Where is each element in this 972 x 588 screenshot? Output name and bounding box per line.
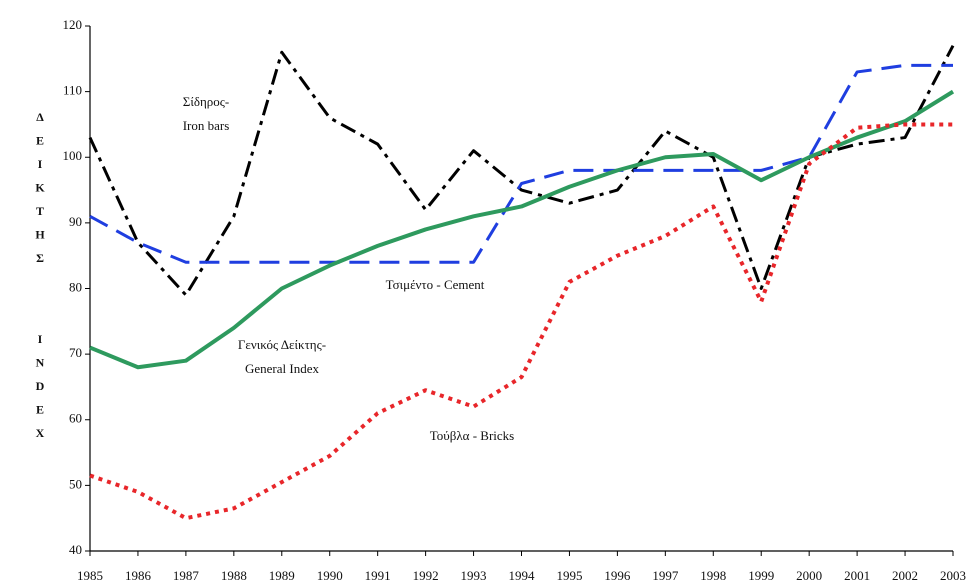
x-tick-label: 2001	[844, 568, 870, 583]
x-tick-label: 1989	[269, 568, 295, 583]
x-tick-label: 1991	[365, 568, 391, 583]
x-tick-label: 1993	[461, 568, 487, 583]
series-label: Τσιμέντο - Cement	[386, 277, 485, 292]
x-tick-label: 1995	[556, 568, 582, 583]
x-tick-label: 2002	[892, 568, 918, 583]
series-label: Σίδηρος-Iron bars	[183, 94, 230, 133]
x-tick-label: 1999	[748, 568, 774, 583]
x-tick-label: 1994	[509, 568, 536, 583]
x-tick-label: 1988	[221, 568, 247, 583]
y-tick-label: 120	[63, 17, 83, 32]
x-tick-label: 2000	[796, 568, 822, 583]
y-tick-label: 60	[69, 411, 82, 426]
y-tick-label: 110	[63, 83, 82, 98]
y-tick-label: 100	[63, 148, 83, 163]
x-tick-label: 1990	[317, 568, 343, 583]
x-tick-label: 2003	[940, 568, 966, 583]
y-tick-label: 40	[69, 542, 82, 557]
series-line	[88, 44, 955, 297]
series-label: Γενικός Δείκτης-General Index	[238, 337, 326, 376]
series-line	[89, 63, 953, 264]
x-tick-label: 1996	[604, 568, 631, 583]
y-tick-label: 80	[69, 279, 82, 294]
y-tick-label: 70	[69, 345, 82, 360]
series-line	[89, 89, 955, 370]
x-tick-label: 1986	[125, 568, 152, 583]
y-tick-label: 90	[69, 214, 82, 229]
y-tick-label: 50	[69, 476, 82, 491]
x-tick-label: 1985	[77, 568, 103, 583]
series-label: Τούβλα - Bricks	[430, 428, 514, 443]
x-tick-label: 1997	[652, 568, 679, 583]
x-tick-label: 1992	[413, 568, 439, 583]
x-tick-label: 1987	[173, 568, 200, 583]
series-line	[89, 122, 953, 521]
x-tick-label: 1998	[700, 568, 726, 583]
